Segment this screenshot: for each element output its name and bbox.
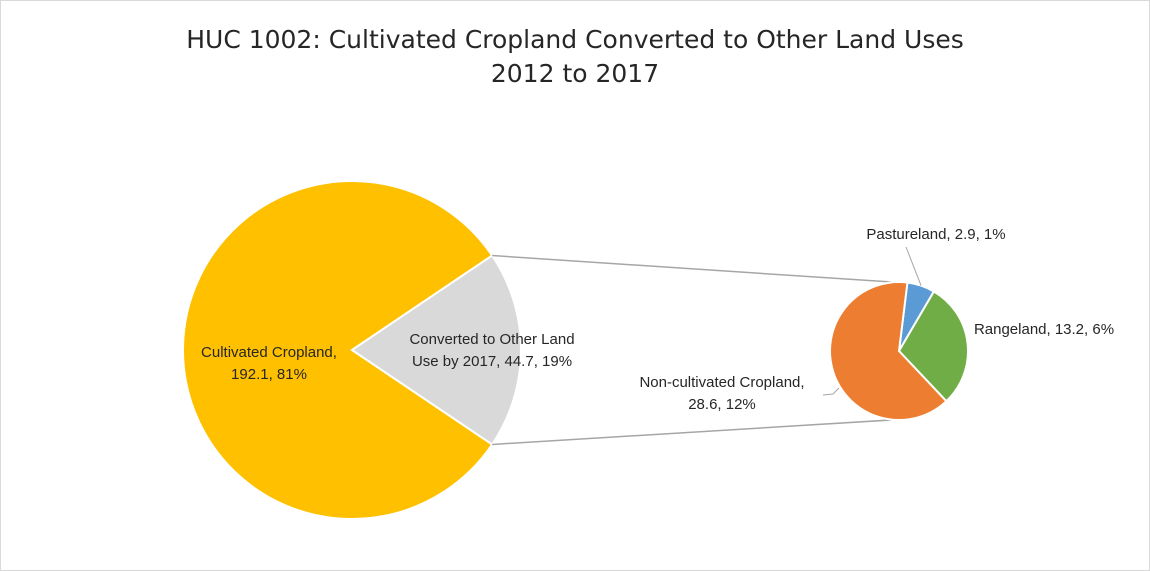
leader-line-non-cultivated-cropland [822,387,840,396]
label-pastureland: Pastureland, 2.9, 1% [866,226,1005,243]
slice-non-cultivated-cropland [829,281,948,421]
connector-line-top [492,254,892,283]
label-cultivated-cropland: Cultivated Cropland, 192.1, 81% [201,344,337,383]
slice-rangeland [897,290,969,403]
connector-line-bottom [492,419,892,446]
label-rangeland: Rangeland, 13.2, 6% [974,321,1114,338]
chart-title-line2: 2012 to 2017 [490,59,660,88]
label-converted-to-other-land-use-by-2017: Converted to Other Land Use by 2017, 44.7… [409,331,574,370]
slice-converted-to-other-land-use-by-2017 [350,254,522,446]
label-non-cultivated-cropland: Non-cultivated Cropland, 28.6, 12% [639,374,804,413]
leader-line-pastureland [905,246,922,286]
chart-title-line1: HUC 1002: Cultivated Cropland Converted … [186,25,964,54]
slice-cultivated-cropland [182,180,494,520]
chart-title: HUC 1002: Cultivated Cropland Converted … [1,23,1149,91]
